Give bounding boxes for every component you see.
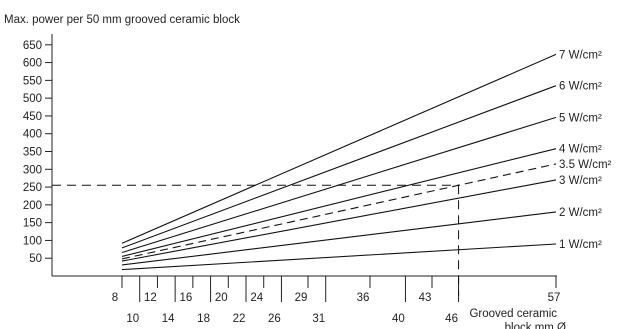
series-line xyxy=(121,53,557,244)
x-axis-title-line: block mm Ø xyxy=(505,322,566,329)
y-tick-label: 150 xyxy=(23,218,42,230)
x-tick-label: 46 xyxy=(445,313,458,325)
y-tick-label: 200 xyxy=(23,200,42,212)
x-tick-label: 40 xyxy=(392,313,405,325)
series-label: 1 W/cm² xyxy=(559,239,602,251)
series-line xyxy=(121,243,557,271)
x-axis-title-line: Grooved ceramic xyxy=(469,308,557,320)
x-tick-label: 14 xyxy=(162,313,175,325)
x-tick-label: 8 xyxy=(112,292,118,304)
series-label: 5 W/cm² xyxy=(559,112,602,124)
x-tick-label: 24 xyxy=(250,292,263,304)
x-axis-title: Grooved ceramic block mm Ø xyxy=(469,308,566,329)
x-tick-label: 20 xyxy=(215,292,228,304)
series-label: 4 W/cm² xyxy=(559,144,602,156)
series-label: 6 W/cm² xyxy=(559,81,602,93)
x-axis-ticks: 8 10 12 14 16 18 20 22 24 26 29 31 36 40 43 46 57 xyxy=(112,276,561,325)
x-tick-label: 26 xyxy=(268,313,281,325)
y-tick-label: 650 xyxy=(23,40,42,52)
axes xyxy=(51,34,557,277)
chart-title: Max. power per 50 mm grooved ceramic blo… xyxy=(4,14,240,26)
x-tick-label: 57 xyxy=(548,292,561,304)
y-tick-label: 50 xyxy=(29,253,42,265)
y-tick-label: 100 xyxy=(23,235,42,247)
x-tick-label: 43 xyxy=(419,292,432,304)
x-tick-label: 29 xyxy=(295,292,308,304)
y-axis-ticks: 50 100 150 200 250 300 350 400 450 500 550 600 650 xyxy=(23,40,52,265)
y-tick-label: 300 xyxy=(23,164,42,176)
y-tick-label: 550 xyxy=(23,75,42,87)
x-tick-label: 10 xyxy=(126,313,139,325)
series-line xyxy=(121,148,557,257)
series-label: 3.5 W/cm² xyxy=(559,159,612,171)
y-tick-label: 450 xyxy=(23,111,42,123)
series-line xyxy=(121,211,557,266)
series-line xyxy=(121,179,557,262)
y-tick-label: 400 xyxy=(23,129,42,141)
y-tick-label: 350 xyxy=(23,147,42,159)
y-tick-label: 250 xyxy=(23,182,42,194)
x-tick-label: 12 xyxy=(144,292,157,304)
series-lines: 1 W/cm² 2 W/cm² 3 W/cm² 3.5 W/cm² 4 W/cm² 5 W… xyxy=(121,49,612,271)
series-label: 3 W/cm² xyxy=(559,175,602,187)
y-tick-label: 600 xyxy=(23,58,42,70)
x-tick-label: 36 xyxy=(357,292,370,304)
x-tick-label: 31 xyxy=(312,313,325,325)
y-tick-label: 500 xyxy=(23,93,42,105)
series-label: 7 W/cm² xyxy=(559,49,602,61)
x-tick-label: 18 xyxy=(197,313,210,325)
series-line xyxy=(121,85,557,249)
series-line xyxy=(121,163,557,260)
x-tick-label: 22 xyxy=(233,313,246,325)
x-tick-label: 16 xyxy=(179,292,192,304)
reference-lines xyxy=(52,184,460,296)
series-label: 2 W/cm² xyxy=(559,207,602,219)
